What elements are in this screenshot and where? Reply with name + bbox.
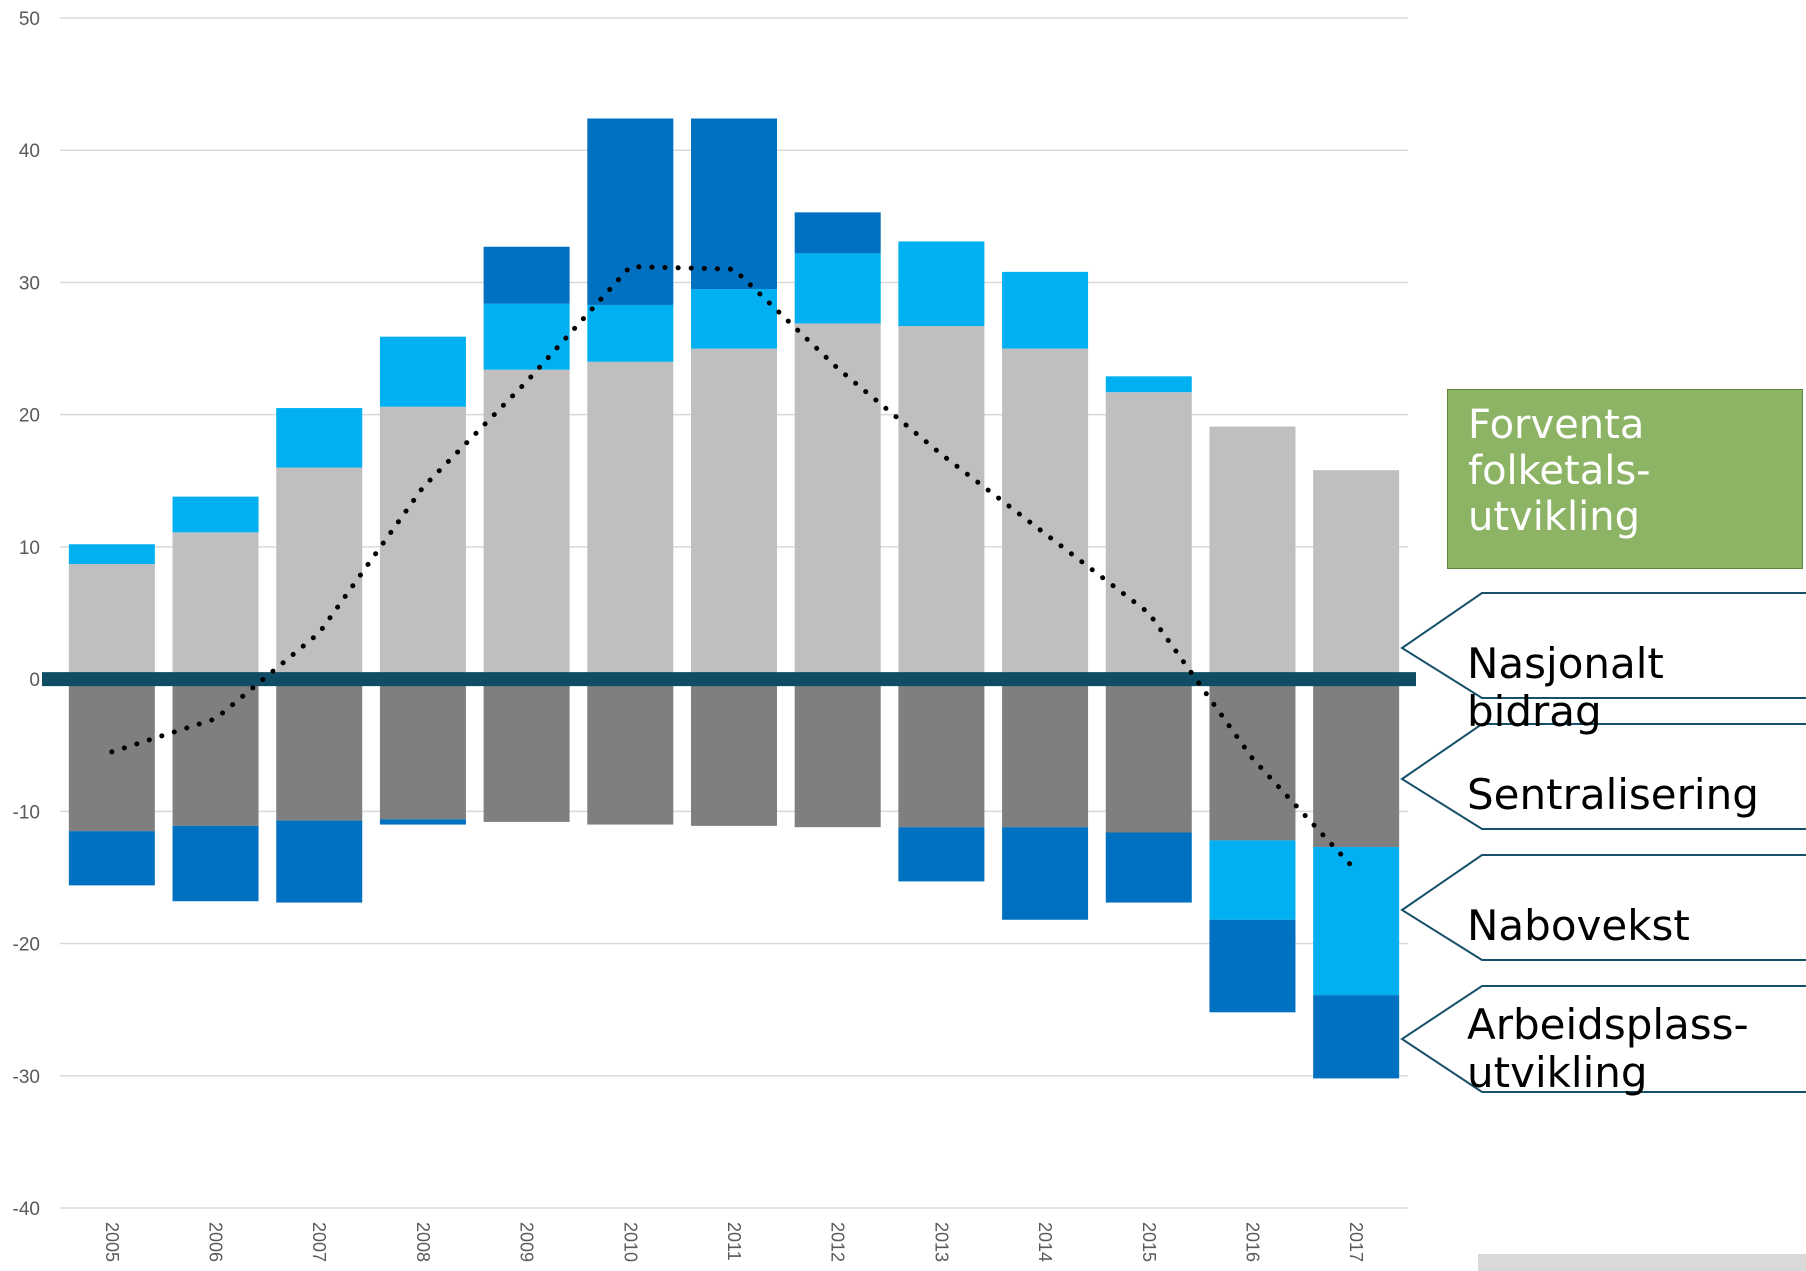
- x-tick-label: 2007: [309, 1222, 329, 1262]
- y-tick-label: 50: [19, 9, 40, 30]
- legend-callouts: [1400, 592, 1806, 1093]
- bar-segment: [1105, 832, 1192, 903]
- y-tick-label: 0: [29, 670, 40, 691]
- bar-segment: [379, 679, 466, 820]
- y-axis-ticks: 50 40 30 20 10 0 -10 -20 -30 -40: [13, 9, 40, 1220]
- bar-segment: [587, 679, 674, 825]
- bar-segment: [1313, 679, 1400, 848]
- legend-callout: [1400, 985, 1806, 1093]
- y-tick-label: 40: [19, 141, 40, 162]
- x-tick-label: 2005: [102, 1222, 122, 1262]
- bar-segment: [1313, 847, 1400, 996]
- bar-segment: [1209, 426, 1296, 680]
- bar-segment: [1105, 679, 1192, 833]
- bar-segment: [691, 289, 777, 349]
- bar-segment: [379, 819, 466, 825]
- y-tick-label: -40: [13, 1199, 40, 1220]
- y-tick-label: 20: [19, 406, 40, 427]
- bar-segment: [1105, 376, 1192, 393]
- bar-segment: [587, 361, 674, 680]
- legend-arbeidsplass-line-1: Arbeidsplass-: [1467, 1000, 1749, 1049]
- bar-segment: [68, 831, 155, 886]
- bar-segment: [1002, 348, 1089, 680]
- bar-segment: [276, 679, 363, 821]
- x-tick-label: 2015: [1139, 1222, 1159, 1262]
- legend-arbeidsplass-line-2: utvikling: [1467, 1048, 1648, 1097]
- legend-arbeidsplass: Arbeidsplass- utvikling: [1467, 1001, 1749, 1097]
- bar-segment: [587, 118, 674, 305]
- corner-shape: [1478, 1254, 1806, 1271]
- bar-segment: [587, 304, 674, 362]
- bar-segment: [68, 679, 155, 832]
- bars: [68, 118, 1400, 1079]
- bar-segment: [172, 496, 259, 533]
- trend-legend-line-3: utvikling: [1468, 494, 1640, 540]
- bar-segment: [898, 241, 985, 327]
- bar-segment: [483, 369, 570, 680]
- bar-segment: [68, 544, 155, 565]
- x-tick-label: 2008: [413, 1222, 433, 1262]
- bar-segment: [276, 467, 363, 680]
- x-tick-label: 2010: [620, 1222, 640, 1262]
- bar-segment: [691, 679, 777, 826]
- x-tick-label: 2016: [1242, 1222, 1262, 1262]
- bar-segment: [276, 408, 363, 468]
- bar-segment: [691, 348, 777, 680]
- legend-callout: [1400, 854, 1806, 961]
- bar-segment: [794, 212, 881, 254]
- bar-segment: [1209, 919, 1296, 1013]
- x-tick-label: 2009: [517, 1222, 537, 1262]
- bar-segment: [1209, 840, 1296, 920]
- legend-callout: [1400, 723, 1806, 830]
- y-tick-label: 30: [19, 273, 40, 294]
- bar-segment: [1002, 271, 1089, 349]
- x-tick-label: 2011: [724, 1222, 744, 1261]
- bar-segment: [379, 406, 466, 680]
- bar-segment: [1313, 470, 1400, 680]
- x-tick-label: 2013: [931, 1222, 951, 1262]
- bar-segment: [794, 323, 881, 680]
- y-tick-label: 10: [19, 538, 40, 559]
- x-axis-ticks: 2005 2006 2007 2008 2009 2010 2011 2012 2013 2014…: [102, 1222, 1366, 1262]
- bar-segment: [898, 679, 985, 828]
- legend-nabovekst: Nabovekst: [1467, 901, 1690, 950]
- legend-nasjonalt-bidrag: Nasjonalt bidrag: [1467, 639, 1664, 736]
- bar-segment: [483, 303, 570, 370]
- bar-segment: [1105, 392, 1192, 680]
- trend-legend-box: Forventa folketals- utvikling: [1447, 389, 1803, 569]
- bar-segment: [379, 336, 466, 407]
- x-tick-label: 2006: [206, 1222, 226, 1262]
- bar-segment: [1002, 827, 1089, 920]
- bar-segment: [691, 118, 777, 290]
- legend-callout: [1400, 592, 1806, 699]
- bar-segment: [276, 820, 363, 903]
- bar-segment: [1002, 679, 1089, 828]
- bar-segment: [483, 679, 570, 822]
- bar-segment: [794, 679, 881, 828]
- y-tick-label: -10: [13, 802, 40, 823]
- y-tick-label: -30: [13, 1067, 40, 1088]
- bar-segment: [172, 825, 259, 902]
- legend-sentralisering: Sentralisering: [1467, 770, 1759, 819]
- bar-segment: [68, 564, 155, 680]
- bar-segment: [172, 679, 259, 826]
- bar-segment: [1313, 995, 1400, 1079]
- bar-segment: [483, 246, 570, 304]
- x-tick-label: 2014: [1035, 1222, 1055, 1262]
- x-tick-label: 2012: [828, 1222, 848, 1262]
- bar-segment: [898, 326, 985, 680]
- y-tick-label: -20: [13, 935, 40, 956]
- bar-segment: [898, 827, 985, 882]
- trend-legend-line-2: folketals-: [1468, 448, 1651, 494]
- bar-segment: [794, 253, 881, 324]
- trend-legend-line-1: Forventa: [1468, 402, 1645, 448]
- x-tick-label: 2017: [1346, 1222, 1366, 1262]
- bar-segment: [172, 532, 259, 680]
